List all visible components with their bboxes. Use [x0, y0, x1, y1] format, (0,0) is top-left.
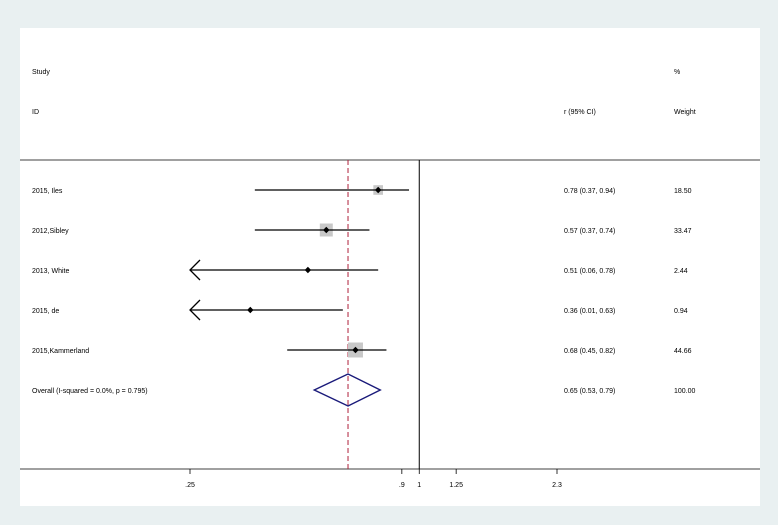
x-tick-label: .9	[399, 482, 405, 489]
x-axis-ticks: .25 .9 1 1.25 2.3	[185, 469, 562, 489]
header-weight: Weight	[674, 109, 696, 116]
overall-estimate: 0.65 (0.53, 0.79)	[564, 388, 615, 395]
study-row: 2015,Kammerland 0.68 (0.45, 0.82) 44.66	[32, 342, 692, 358]
header-study: Study	[32, 69, 50, 76]
point-estimate	[323, 226, 330, 234]
study-weight: 0.94	[674, 308, 688, 315]
study-label: 2015, de	[32, 308, 59, 315]
reference-lines	[347, 160, 420, 469]
study-row: 2015, Iles 0.78 (0.37, 0.94) 18.50	[32, 185, 692, 195]
header-percent: %	[674, 69, 680, 76]
clip-arrow	[189, 299, 201, 321]
study-label: 2015, Iles	[32, 188, 63, 195]
study-row: 2012,Sibley 0.57 (0.37, 0.74) 33.47	[32, 223, 692, 237]
study-estimate: 0.57 (0.37, 0.74)	[564, 228, 615, 235]
study-row: 2015, de 0.36 (0.01, 0.63) 0.94	[32, 299, 688, 321]
study-label: 2013, White	[32, 268, 69, 275]
overall-row: Overall (I-squared = 0.0%, p = 0.795) 0.6…	[32, 373, 696, 407]
overall-diamond	[312, 373, 382, 407]
study-label: 2015,Kammerland	[32, 348, 89, 355]
study-estimate: 0.68 (0.45, 0.82)	[564, 348, 615, 355]
study-estimate: 0.36 (0.01, 0.63)	[564, 308, 615, 315]
study-weight: 18.50	[674, 188, 692, 195]
forest-plot-panel: Study ID r (95% CI) % Weight .25 .9 1 1.25 2…	[20, 28, 760, 506]
study-weight: 44.66	[674, 348, 692, 355]
point-estimate	[352, 346, 359, 354]
overall-weight: 100.00	[674, 388, 696, 395]
point-estimate	[374, 186, 382, 194]
point-estimate	[247, 306, 254, 314]
header-id: ID	[32, 109, 39, 116]
clip-arrow	[189, 259, 201, 281]
study-row: 2013, White 0.51 (0.06, 0.78) 2.44	[32, 259, 688, 281]
x-tick-label: 1.25	[449, 482, 463, 489]
header-estimate: r (95% CI)	[564, 109, 596, 116]
study-estimate: 0.51 (0.06, 0.78)	[564, 268, 615, 275]
forest-plot: Study ID r (95% CI) % Weight .25 .9 1 1.25 2…	[20, 69, 760, 489]
x-tick-label: .25	[185, 482, 195, 489]
study-estimate: 0.78 (0.37, 0.94)	[564, 188, 615, 195]
study-rows: 2015, Iles 0.78 (0.37, 0.94) 18.50 2012,Sib…	[32, 185, 692, 358]
x-tick-label: 2.3	[552, 482, 562, 489]
study-weight: 33.47	[674, 228, 692, 235]
study-label: 2012,Sibley	[32, 228, 69, 235]
overall-label: Overall (I-squared = 0.0%, p = 0.795)	[32, 388, 148, 395]
point-estimate	[304, 266, 312, 274]
x-tick-label: 1	[417, 482, 421, 489]
study-weight: 2.44	[674, 268, 688, 275]
